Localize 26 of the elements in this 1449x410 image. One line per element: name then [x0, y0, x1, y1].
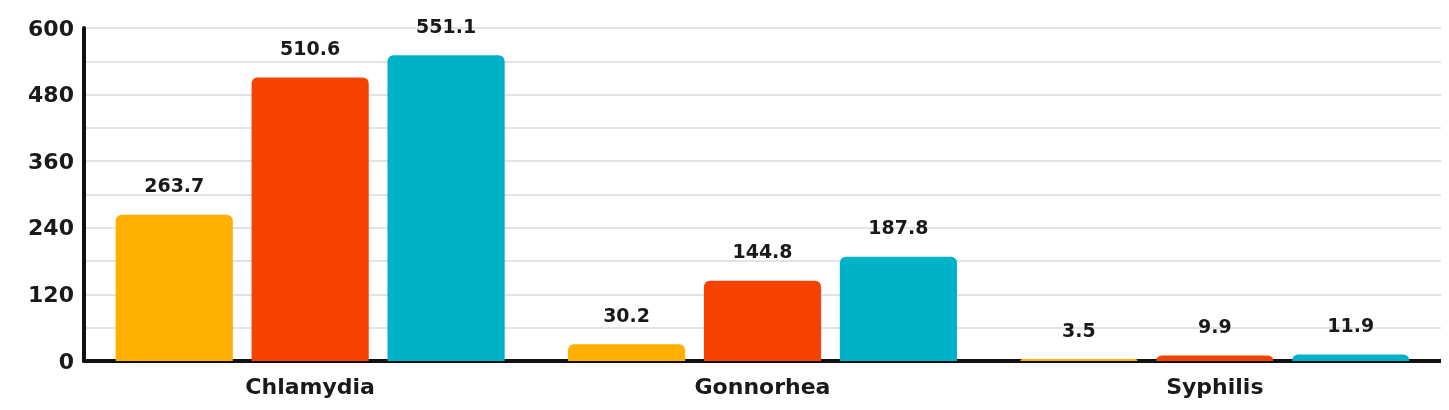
data-label: 11.9	[1327, 313, 1375, 336]
bar	[703, 280, 822, 361]
data-label: 551.1	[416, 14, 477, 37]
data-label: 9.9	[1198, 315, 1232, 338]
data-label: 144.8	[732, 240, 793, 263]
bar	[251, 77, 369, 361]
data-label: 187.8	[868, 216, 929, 239]
data-label: 30.2	[603, 303, 651, 326]
x-tick-label: Chlamydia	[245, 373, 375, 399]
data-label: 263.7	[144, 174, 205, 197]
y-tick-label: 0	[58, 348, 74, 374]
x-tick-label: Gonnorhea	[694, 373, 831, 399]
bar	[839, 256, 957, 361]
y-tick-label: 120	[28, 281, 74, 307]
bar	[115, 214, 233, 361]
x-tick-label: Syphilis	[1166, 373, 1264, 399]
y-tick-label: 240	[28, 215, 74, 241]
bar	[568, 344, 686, 361]
y-tick-label: 480	[28, 82, 74, 108]
bar	[387, 55, 505, 361]
y-tick-label: 360	[28, 148, 74, 174]
data-label: 3.5	[1062, 318, 1096, 341]
bar	[1292, 354, 1410, 361]
bar	[1156, 355, 1274, 361]
data-label: 510.6	[280, 37, 341, 60]
y-tick-label: 600	[28, 15, 74, 41]
